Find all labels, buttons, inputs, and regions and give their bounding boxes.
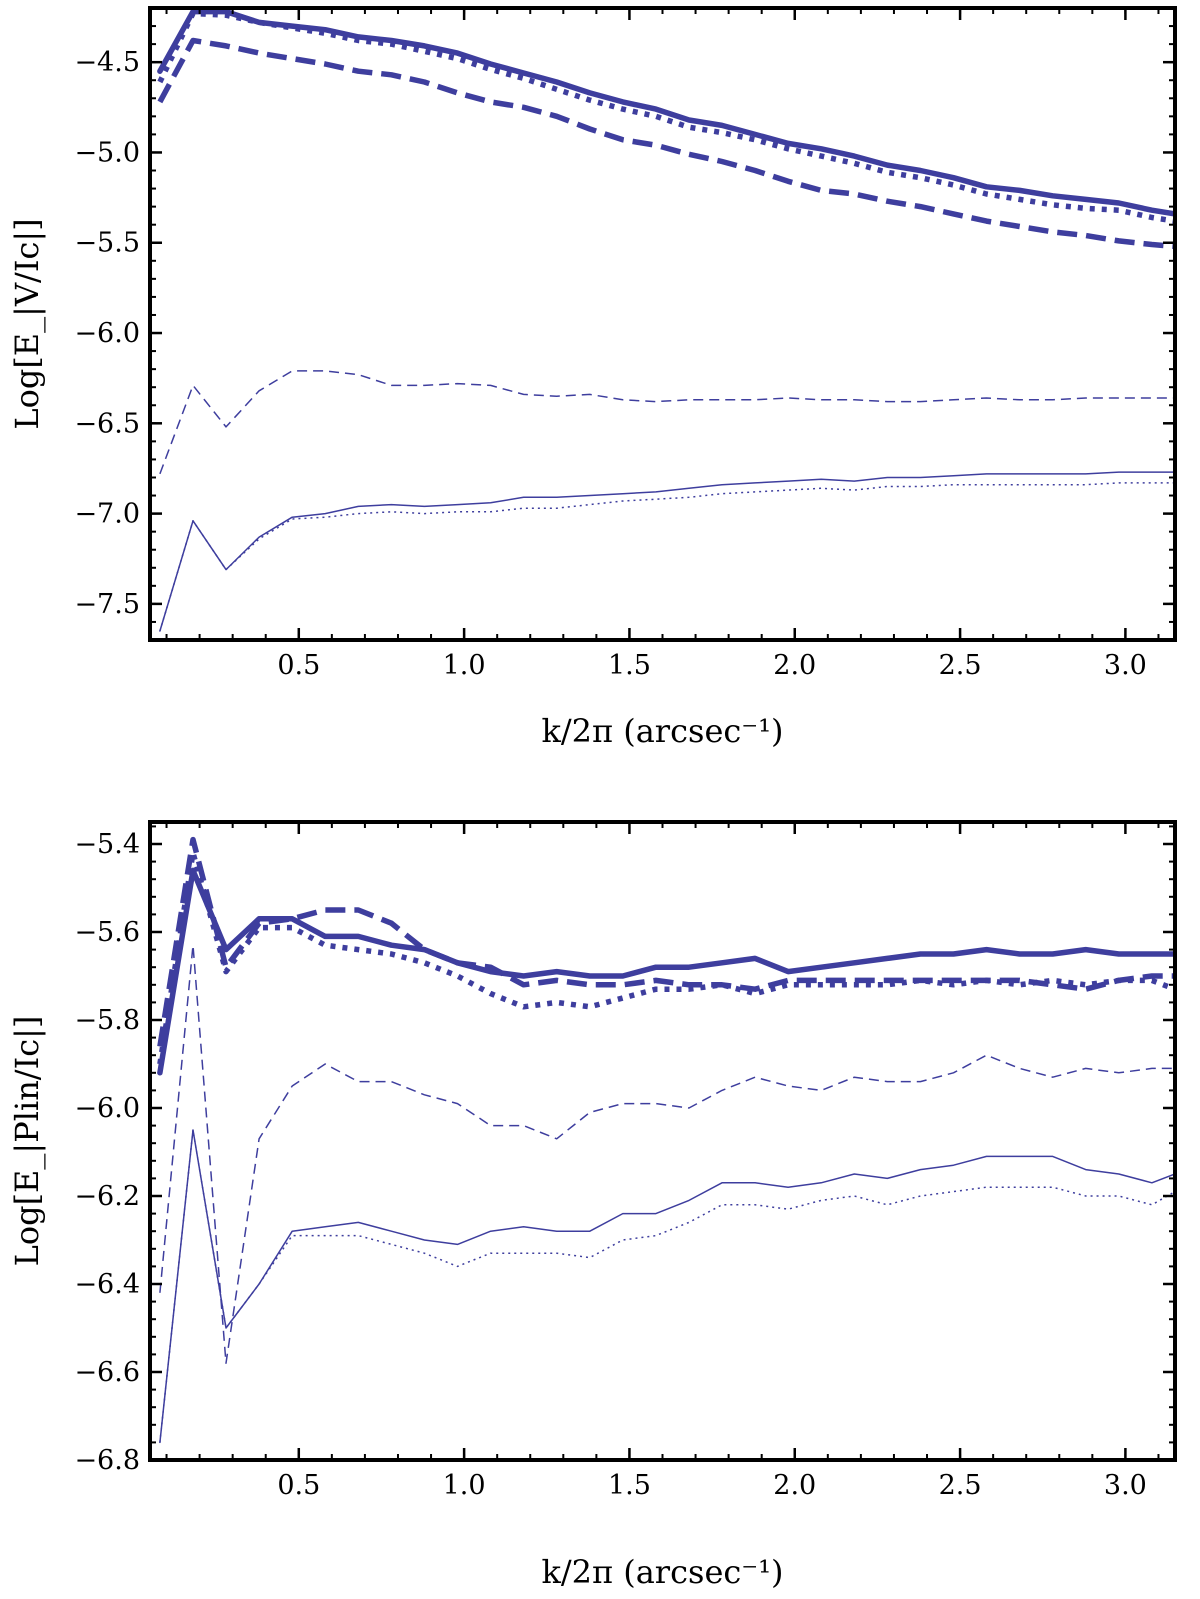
series-line-thin-dotted	[159, 1129, 1175, 1443]
series-line-thick-solid	[157, 867, 1175, 1076]
x-tick-label: 2.0	[773, 650, 816, 681]
x-tick-label: 1.0	[443, 1470, 486, 1501]
x-tick-label: 1.0	[443, 650, 486, 681]
y-tick-label: −4.5	[74, 47, 140, 78]
y-tick-label: −6.4	[74, 1269, 140, 1300]
y-tick-label: −6.2	[74, 1181, 140, 1212]
x-axis-label: k/2π (arcsec⁻¹)	[542, 712, 784, 750]
y-axis-label: Log[E_|V/Ic|]	[8, 218, 46, 429]
x-tick-label: 1.5	[608, 650, 651, 681]
y-tick-label: −7.0	[74, 499, 140, 530]
series-line-thick-dashed	[157, 836, 1175, 1047]
series-line-thin-solid	[159, 471, 1175, 632]
series-line-thick-dotted	[157, 850, 1175, 1065]
minor-ticks	[150, 7, 1175, 640]
series-line-thin-solid	[159, 1129, 1175, 1444]
series-group	[157, 8, 1175, 632]
series-line-thin-dashed	[159, 944, 1175, 1364]
y-tick-label: −5.4	[74, 829, 140, 860]
x-tick-label: 3.0	[1104, 650, 1147, 681]
y-tick-label: −6.6	[74, 1357, 140, 1388]
x-tick-label: 2.5	[939, 650, 982, 681]
y-tick-label: −5.8	[74, 1005, 140, 1036]
series-line-thick-solid	[157, 8, 1175, 217]
series-line-thick-dashed	[157, 37, 1175, 250]
chart-bottom-linear-polarization: 0.5 1.0 1.5 2.0 2.5 3.0 −6.8 −6.6 −6.4 −6.2 −6.0 −5…	[8, 820, 1177, 1591]
y-tick-label: −6.0	[74, 318, 140, 349]
y-tick-label: −6.0	[74, 1093, 140, 1124]
x-axis-label: k/2π (arcsec⁻¹)	[542, 1553, 784, 1591]
series-group	[157, 836, 1175, 1444]
x-tick-label: 2.5	[939, 1470, 982, 1501]
x-tick-label: 0.5	[277, 650, 320, 681]
plot-frame	[148, 6, 1177, 642]
y-tick-label: −6.8	[74, 1445, 140, 1476]
y-axis-label: Log[E_|Plin/Ic|]	[8, 1016, 46, 1267]
y-tick-label: −5.6	[74, 917, 140, 948]
y-tick-label: −7.5	[74, 589, 140, 620]
series-line-thin-dotted	[159, 482, 1175, 632]
x-tick-label: 3.0	[1104, 1470, 1147, 1501]
y-tick-label: −5.5	[74, 228, 140, 259]
y-tick-label: −5.0	[74, 137, 140, 168]
chart-top-stokes-v: 0.5 1.0 1.5 2.0 2.5 3.0 −7.5 −7.0 −6.5 −6.0 −5.5 −5…	[8, 6, 1177, 750]
x-tick-label: 2.0	[773, 1470, 816, 1501]
series-line-thin-dashed	[159, 370, 1175, 475]
x-tick-label: 0.5	[277, 1470, 320, 1501]
x-tick-label: 1.5	[608, 1470, 651, 1501]
y-tick-label: −6.5	[74, 408, 140, 439]
